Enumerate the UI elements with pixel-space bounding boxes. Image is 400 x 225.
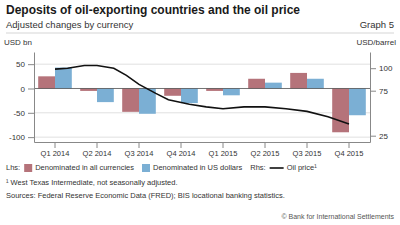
marks <box>34 66 370 133</box>
legend-label: Denominated in US dollars <box>153 163 242 172</box>
axis-line <box>35 142 371 143</box>
tick: -100 <box>9 133 34 142</box>
tick: 25 <box>370 132 388 141</box>
tick-mark <box>370 68 376 69</box>
bar <box>122 88 139 111</box>
y2-axis: 25 75 100 <box>370 53 393 143</box>
tick-label: 50 <box>16 60 25 69</box>
tick-label: Q1 2014 <box>41 149 70 158</box>
tick-mark <box>370 136 376 137</box>
tick: 75 <box>370 87 388 96</box>
y2-axis-title: USD/barrel <box>356 38 396 47</box>
separator <box>6 33 394 34</box>
tick-label: Q1 2015 <box>209 149 238 158</box>
bar <box>38 76 55 88</box>
legend-swatch <box>24 164 32 172</box>
tick: Q3 2014 <box>125 142 154 158</box>
legend-label: Oil price¹ <box>287 163 318 172</box>
bar <box>80 88 97 90</box>
tick: Q4 2015 <box>335 142 364 158</box>
footnote: ¹ West Texas Intermediate, not seasonall… <box>6 178 177 187</box>
tick: Q1 2015 <box>209 142 238 158</box>
tick-mark <box>181 142 182 148</box>
tick-mark <box>307 142 308 148</box>
grid <box>34 64 370 137</box>
tick-label: Q3 2015 <box>293 149 322 158</box>
tick-mark <box>265 142 266 148</box>
legend-label: Denominated in all currencies <box>35 163 134 172</box>
tick-mark <box>28 113 34 114</box>
grid-line <box>34 88 370 89</box>
tick-label: 25 <box>379 132 388 141</box>
legend-label: Rhs: <box>250 163 265 172</box>
axis-line <box>370 53 371 143</box>
legend-label: Lhs: <box>6 163 20 172</box>
bar <box>349 88 366 115</box>
tick-mark <box>223 142 224 148</box>
x-axis: Q1 2014 Q2 2014 Q3 2014 Q4 2014 Q1 2015 Q2 20… <box>35 142 371 158</box>
tick-mark <box>28 88 34 89</box>
tick-label: Q4 2015 <box>335 149 364 158</box>
tick-mark <box>370 91 376 92</box>
bar <box>332 88 349 132</box>
tick-mark <box>55 142 56 148</box>
tick: 100 <box>370 64 393 73</box>
tick-mark <box>28 64 34 65</box>
bar <box>248 79 265 89</box>
bar <box>223 88 240 95</box>
grid-line <box>34 64 370 65</box>
tick-label: Q2 2015 <box>251 149 280 158</box>
tick-label: 75 <box>379 87 388 96</box>
bar <box>307 79 324 89</box>
bar <box>97 88 114 102</box>
subtitle: Adjusted changes by currency <box>6 19 134 30</box>
tick-mark <box>349 142 350 148</box>
tick-mark <box>139 142 140 148</box>
bar <box>206 88 223 90</box>
tick: Q3 2015 <box>293 142 322 158</box>
line <box>55 66 349 125</box>
legend: Lhs: Denominated in all currencies Denomin… <box>6 163 317 172</box>
tick: Q4 2014 <box>167 142 196 158</box>
tick: Q2 2014 <box>83 142 112 158</box>
y-axis-title: USD bn <box>4 38 32 47</box>
bar <box>290 73 307 89</box>
tick: Q1 2014 <box>41 142 70 158</box>
legend-swatch <box>142 164 150 172</box>
y-axis: -100 -50 0 50 <box>9 53 35 143</box>
graph-label: Graph 5 <box>360 19 394 30</box>
tick-mark <box>28 137 34 138</box>
tick: -50 <box>13 109 34 118</box>
tick-label: Q3 2014 <box>125 149 154 158</box>
bar <box>265 83 282 89</box>
legend-swatch <box>270 167 284 169</box>
tick: 50 <box>16 60 34 69</box>
tick-mark <box>97 142 98 148</box>
tick-label: Q2 2014 <box>83 149 112 158</box>
tick-label: 100 <box>379 64 393 73</box>
zero-line <box>34 88 370 89</box>
grid-line <box>34 112 370 113</box>
tick-label: -50 <box>13 109 25 118</box>
tick-label: Q4 2014 <box>167 149 196 158</box>
title: Deposits of oil-exporting countries and … <box>6 3 300 17</box>
tick-label: -100 <box>9 133 26 142</box>
copyright: © Bank for International Settlements <box>281 213 394 220</box>
footnote: Sources: Federal Reserve Economic Data (… <box>6 191 285 200</box>
chart: Deposits of oil-exporting countries and … <box>0 0 400 225</box>
tick: 0 <box>21 85 34 94</box>
bar <box>55 68 72 89</box>
bar <box>181 88 198 103</box>
axis-line <box>34 53 35 143</box>
tick-label: 0 <box>21 85 26 94</box>
bar-series <box>38 73 349 132</box>
bar <box>164 88 181 95</box>
tick: Q2 2015 <box>251 142 280 158</box>
grid-line <box>34 137 370 138</box>
